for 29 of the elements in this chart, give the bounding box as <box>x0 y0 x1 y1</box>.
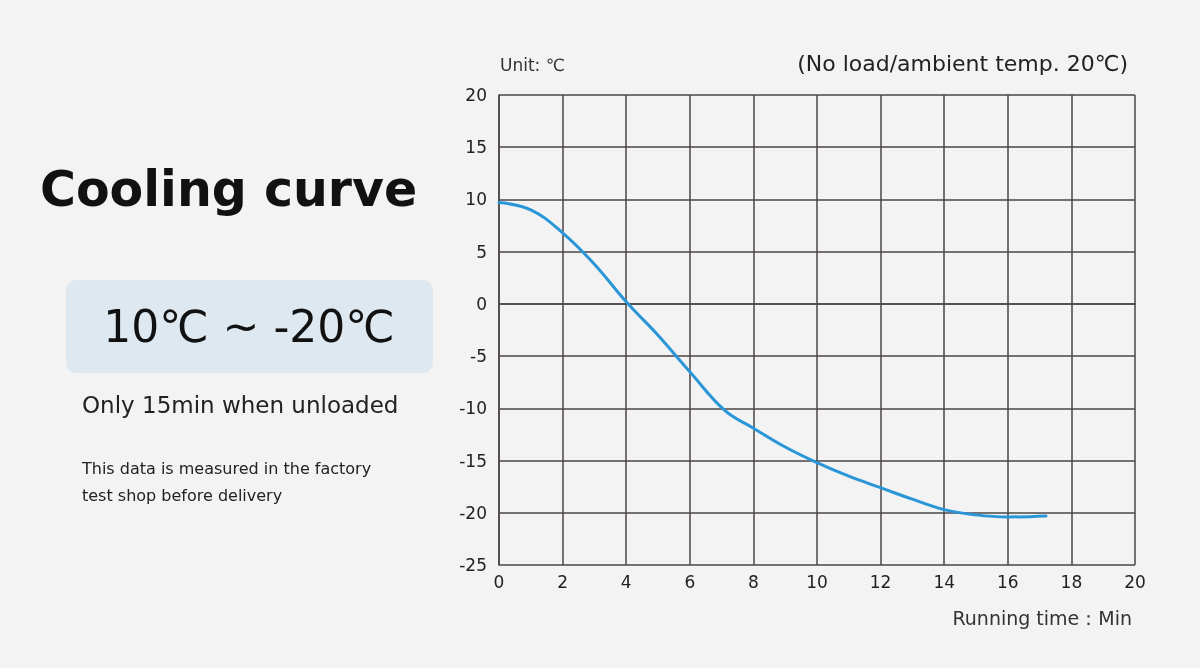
y-tick-label: 15 <box>465 137 487 158</box>
y-tick-label: -15 <box>459 450 487 471</box>
x-tick-label: 18 <box>1060 571 1083 592</box>
x-tick-label: 14 <box>933 571 956 592</box>
y-tick-label: -20 <box>459 502 487 523</box>
x-tick-label: 20 <box>1124 571 1146 592</box>
text: Cooling curve <box>40 161 418 218</box>
x-tick-label: 12 <box>869 571 892 592</box>
text: Only 15min when unloaded <box>82 391 399 418</box>
x-tick-label: 2 <box>557 571 569 592</box>
y-tick-label: 0 <box>476 293 487 314</box>
text: 10℃ ~ -20℃ <box>103 300 395 352</box>
x-tick-label: 4 <box>620 571 632 592</box>
text: This data is measured in the factory test shop before delivery <box>81 459 377 505</box>
y-tick-label: -5 <box>470 346 487 367</box>
y-tick-label: -10 <box>459 398 487 419</box>
x-axis-title: Running time：Min <box>952 606 1133 629</box>
y-axis-title: Unit: ℃ <box>500 54 565 75</box>
line-series <box>497 201 1048 519</box>
y-tick-label: 5 <box>476 241 487 262</box>
x-tick-label: 8 <box>747 571 759 592</box>
y-tick-label: 10 <box>465 189 487 210</box>
y-tick-label: -25 <box>459 555 487 575</box>
y-tick-label: 20 <box>465 85 487 105</box>
x-tick-label: 16 <box>996 571 1019 592</box>
x-tick-label: 10 <box>806 571 828 592</box>
chart-subtitle: (No load/ambient temp. 20℃) <box>797 50 1129 76</box>
x-tick-label: 6 <box>684 571 696 592</box>
x-tick-label: 0 <box>493 571 505 592</box>
